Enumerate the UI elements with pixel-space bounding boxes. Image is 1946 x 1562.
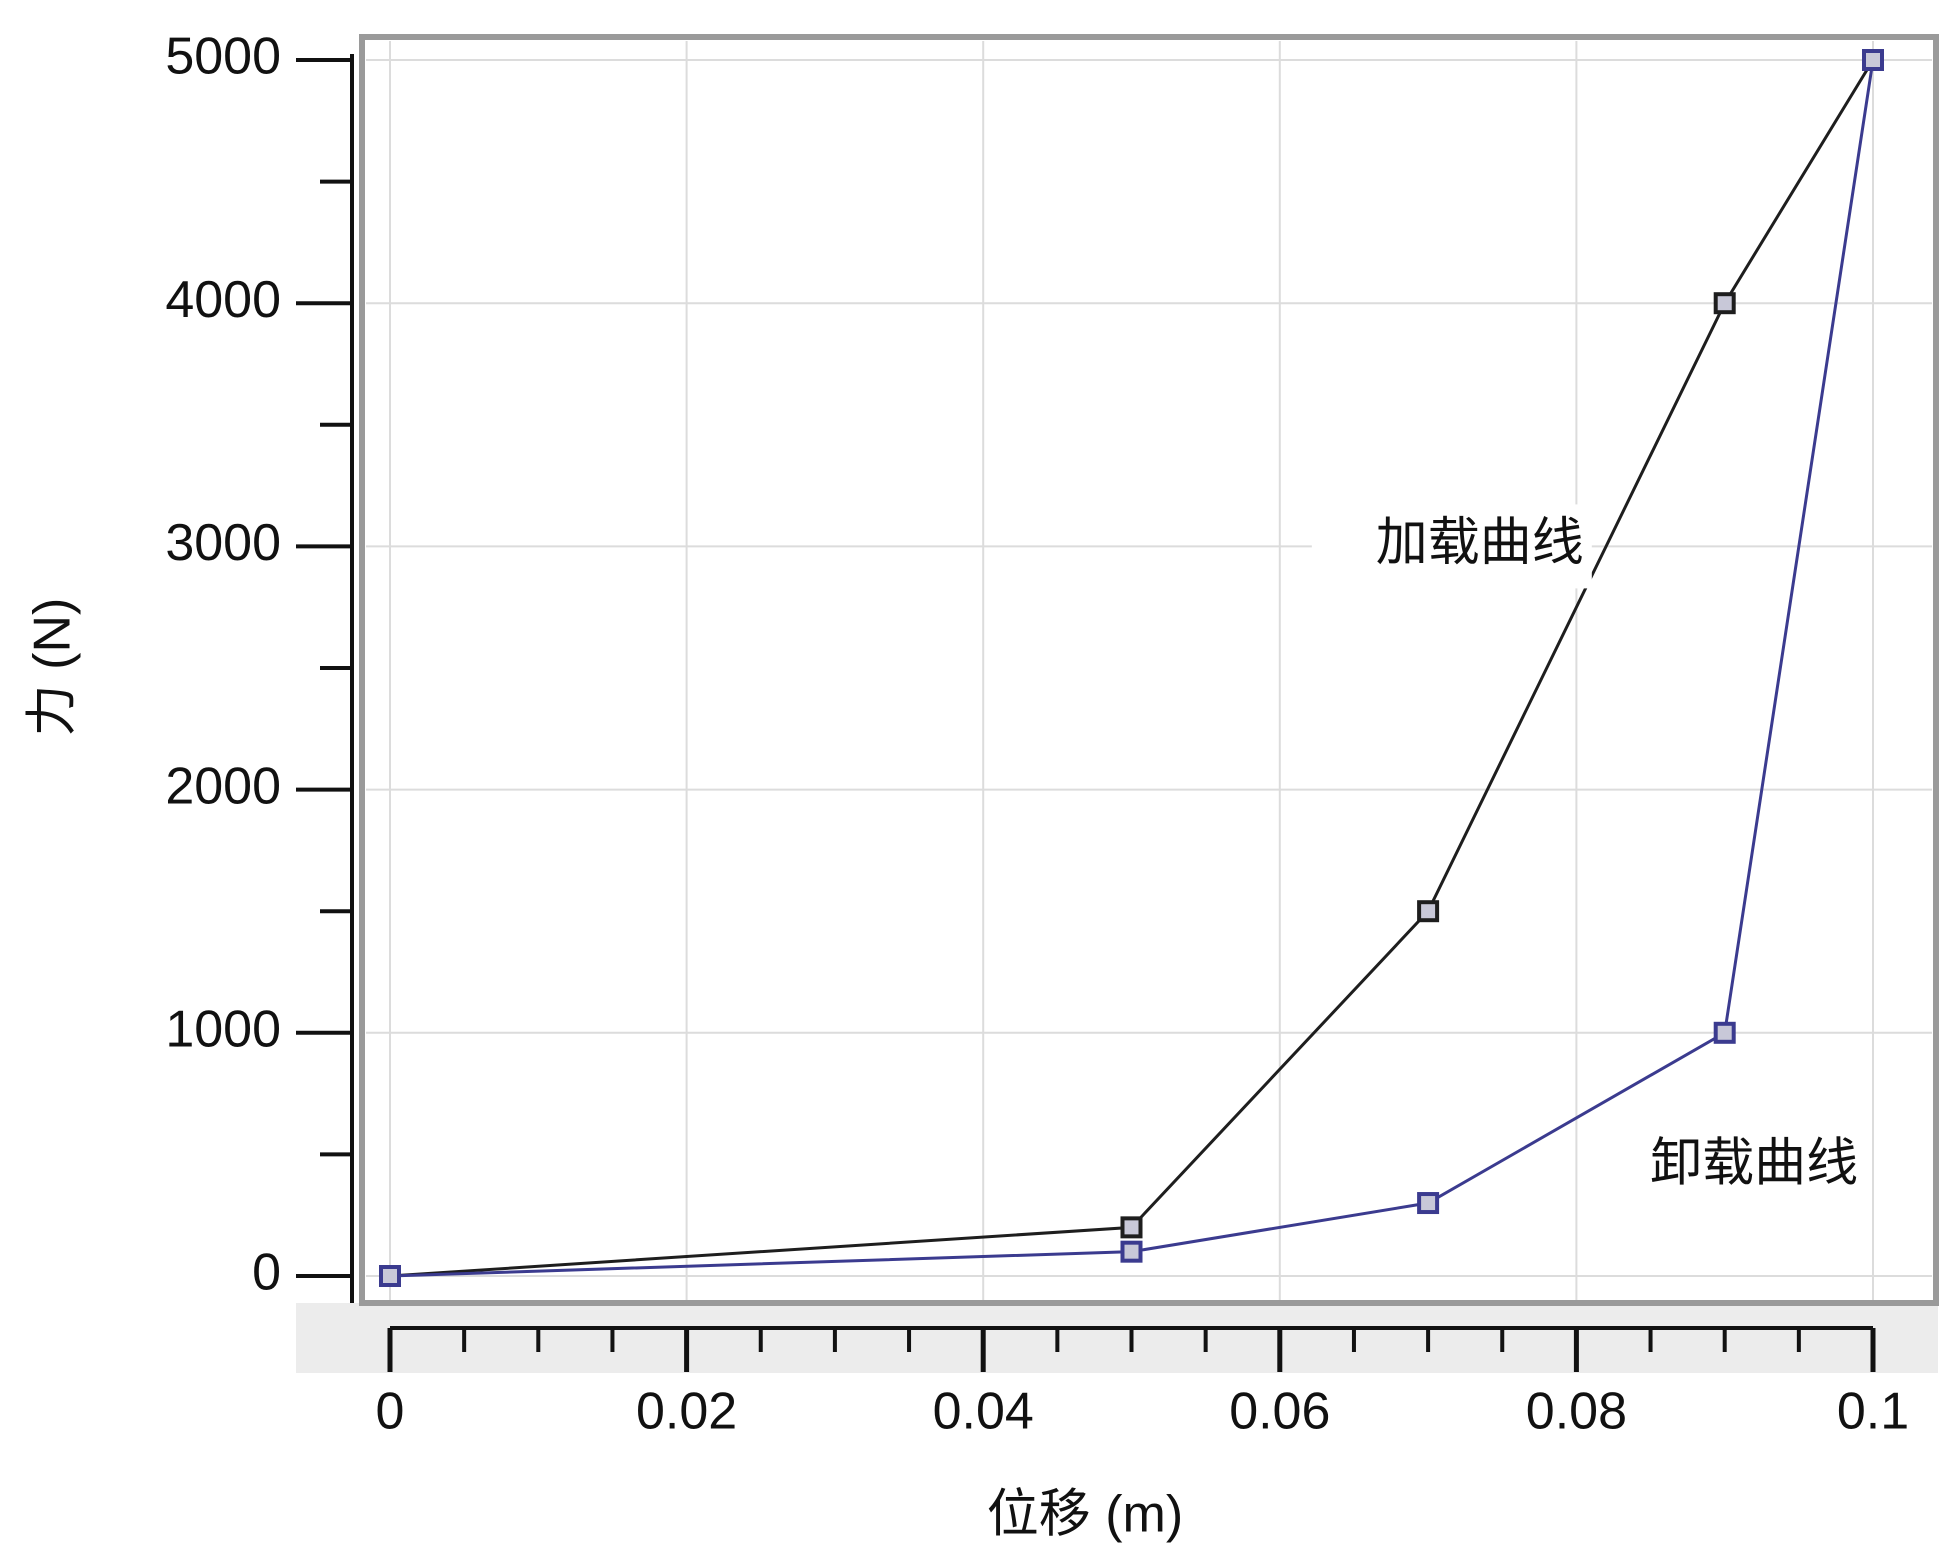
y-axis-label: 力 (N) (24, 598, 82, 737)
axis-band (296, 1303, 1938, 1373)
x-tick-label: 0.04 (933, 1383, 1034, 1441)
x-tick-label: 0.08 (1526, 1383, 1627, 1441)
point-marker (1120, 1216, 1143, 1239)
annotation: 卸载曲线 (1650, 1134, 1858, 1192)
annotation-bg (1586, 1124, 1867, 1209)
point-marker (1713, 292, 1736, 315)
x-axis-label: 位移 (m) (987, 1486, 1183, 1544)
point-marker (1120, 1240, 1143, 1263)
point-marker (1713, 1021, 1736, 1044)
x-tick-label: 0.02 (636, 1383, 737, 1441)
y-tick-label: 3000 (165, 514, 281, 572)
x-tick-label: 0.1 (1837, 1383, 1909, 1441)
point-marker (379, 1265, 401, 1287)
x-tick-label: 0 (376, 1383, 405, 1441)
y-tick-label: 4000 (165, 271, 281, 329)
annotation-bg (1311, 504, 1592, 589)
point-marker (1417, 1192, 1440, 1215)
y-tick-label: 0 (252, 1244, 281, 1302)
y-tick-label: 1000 (165, 1001, 281, 1059)
x-tick-label: 0.06 (1229, 1383, 1330, 1441)
plot-frame (359, 34, 1939, 1306)
point-marker (1862, 49, 1884, 71)
point-marker (1417, 900, 1440, 923)
y-tick-label: 2000 (165, 757, 281, 815)
annotation: 加载曲线 (1376, 514, 1584, 572)
y-tick-label: 5000 (165, 28, 281, 86)
